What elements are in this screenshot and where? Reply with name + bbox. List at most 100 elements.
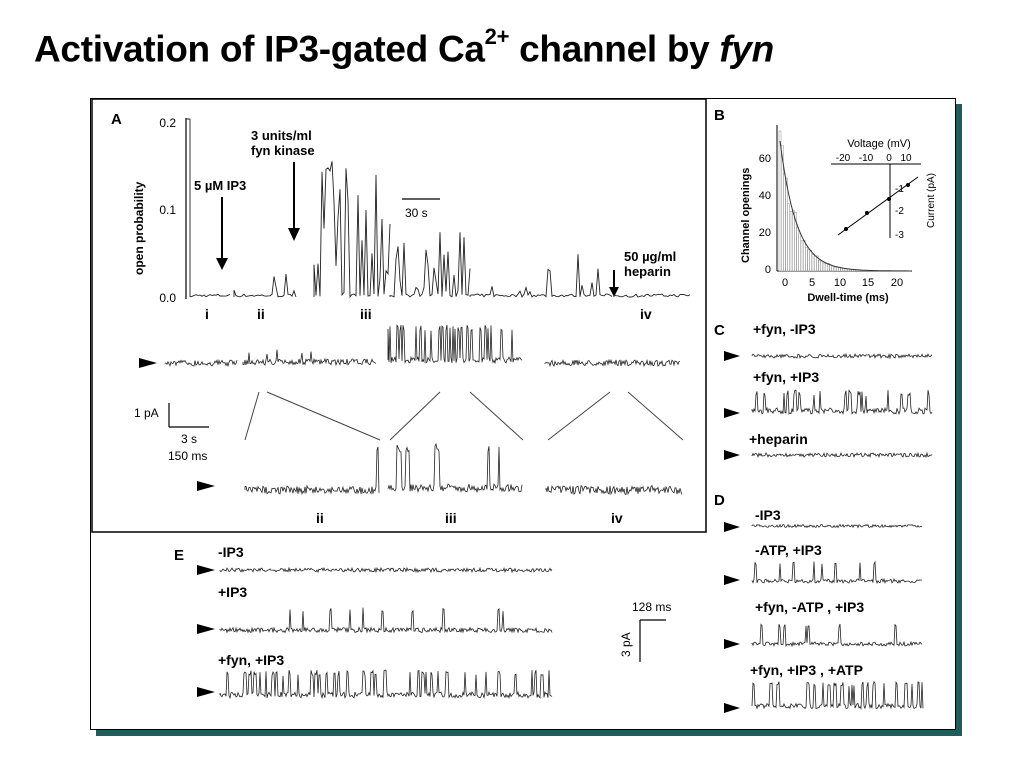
panel-b-xtick-15: 15 <box>862 277 874 289</box>
panel-e-trace-2 <box>219 607 553 634</box>
inset-point-1 <box>844 227 848 231</box>
arrow-ip3-head <box>216 258 228 270</box>
panel-d-letter: D <box>714 492 725 509</box>
annot-heparin-2: heparin <box>624 264 671 279</box>
segment-label-ii: ii <box>257 306 265 322</box>
inset-point-4 <box>906 183 910 187</box>
panel-c-trace-2-label: +fyn, +IP3 <box>753 369 819 385</box>
panel-b-xtick-0: 0 <box>782 277 788 289</box>
panel-a-frame <box>91 98 707 533</box>
panel-b-ytick-0: 0 <box>765 264 771 276</box>
panel-a-ylabel: open probability <box>132 181 146 275</box>
panel-b-ylabel: Channel openings <box>740 168 752 263</box>
histogram-bar <box>787 203 790 272</box>
inset-point-2 <box>865 211 869 215</box>
current-trace-i <box>164 358 238 368</box>
histogram-bar <box>829 264 832 272</box>
histogram-bar <box>800 240 804 272</box>
segment-label-i: i <box>205 306 209 322</box>
panel-c-trace-1 <box>751 352 933 360</box>
panel-e-arrow-2 <box>197 624 215 634</box>
histogram-bar <box>778 130 782 272</box>
panel-c-trace-1-label: +fyn, -IP3 <box>753 321 816 337</box>
histogram-bar <box>818 260 821 272</box>
panel-b-xtick-5: 5 <box>809 277 815 289</box>
panel-d-arrow-1 <box>724 522 740 532</box>
annot-ip3: 5 µM IP3 <box>194 178 246 193</box>
histogram-bar <box>831 266 834 272</box>
histogram-bar <box>814 255 817 272</box>
panel-e-scale-current: 3 pA <box>619 632 633 657</box>
histogram-bar <box>792 209 795 272</box>
baseline-arrow-a2 <box>197 481 215 491</box>
histogram-bar <box>833 266 837 272</box>
histogram-bar <box>820 261 823 272</box>
inset-title: Voltage (mV) <box>847 138 911 150</box>
histogram-bar <box>822 262 826 272</box>
panel-d-trace-3 <box>751 623 923 648</box>
inset-ytick-3: -3 <box>895 230 904 241</box>
expanded-trace-iii <box>387 442 523 494</box>
panel-a-ytick-3: 0.0 <box>159 291 176 305</box>
histogram-bar <box>807 249 810 272</box>
histogram-bar <box>781 145 784 272</box>
inset-ytick-2: -2 <box>895 206 904 217</box>
panel-b-xtick-10: 10 <box>834 277 846 289</box>
histogram-bar <box>796 227 799 272</box>
inset-ylabel: Current (pA) <box>926 173 937 228</box>
zoom-line-iv-left <box>547 391 611 441</box>
panel-d-arrow-3 <box>724 639 740 649</box>
annot-heparin-1: 50 µg/ml <box>624 249 676 264</box>
panel-e-trace-3 <box>219 669 553 700</box>
panel-b-ytick-60: 60 <box>759 153 771 165</box>
current-trace-ii <box>242 349 377 367</box>
zoom-line-iii-right <box>469 391 524 441</box>
expanded-trace-ii <box>244 446 380 496</box>
dwell-time-histogram <box>778 130 911 272</box>
panel-d-arrow-4 <box>724 703 740 713</box>
zoom-line-ii-right <box>266 391 381 441</box>
arrow-heparin-head <box>609 287 619 297</box>
panel-e-letter: E <box>174 547 184 564</box>
panel-d-trace-2 <box>751 560 922 585</box>
panel-e-arrow-3 <box>197 687 215 697</box>
open-probability-trace <box>186 118 691 299</box>
inset-point-3 <box>887 197 891 201</box>
segment-label-iv: iv <box>640 306 652 322</box>
histogram-bar <box>783 173 786 272</box>
panel-b-ytick-40: 40 <box>759 190 771 202</box>
panel-c-letter: C <box>714 322 725 339</box>
panel-d-trace-2-label: -ATP, +IP3 <box>755 542 822 558</box>
histogram-bar <box>811 254 815 272</box>
zoom-line-ii-left <box>244 391 260 441</box>
title-superscript: 2+ <box>484 24 510 49</box>
title-italic: fyn <box>719 28 774 70</box>
panel-a-letter: A <box>111 111 122 128</box>
panel-c-arrow-2 <box>724 408 740 418</box>
inset-xtick-1: -20 <box>836 153 851 164</box>
current-trace-iii <box>387 324 523 365</box>
panel-c-trace-2 <box>751 389 933 416</box>
panel-b-ytick-20: 20 <box>759 227 771 239</box>
arrow-fyn-head <box>288 228 300 241</box>
current-trace-iv <box>544 358 681 368</box>
panel-e-trace-1-label: -IP3 <box>218 544 244 560</box>
inset-xtick-3: 0 <box>886 153 892 164</box>
panel-e-scale-time: 128 ms <box>632 600 671 614</box>
panel-d-trace-3-label: +fyn, -ATP , +IP3 <box>755 599 864 615</box>
panel-e-trace-2-label: +IP3 <box>218 584 247 600</box>
panel-c-arrow-1 <box>724 351 740 361</box>
title-middle: channel by <box>509 28 720 70</box>
panel-e-trace-3-label: +fyn, +IP3 <box>218 652 284 668</box>
panel-d-arrow-2 <box>724 575 740 585</box>
dwell-time-fit-curve <box>779 140 910 272</box>
panel-a-ytick-2: 0.1 <box>159 203 176 217</box>
scale-current-label: 1 pA <box>134 406 159 420</box>
expanded-label-iii: iii <box>445 510 457 526</box>
histogram-bar <box>785 177 788 272</box>
zoom-line-iii-left <box>389 391 441 441</box>
expanded-trace-iv <box>545 484 683 496</box>
title-text: Activation of IP3-gated Ca <box>34 28 485 70</box>
scale-time-label-2: 150 ms <box>168 449 207 463</box>
